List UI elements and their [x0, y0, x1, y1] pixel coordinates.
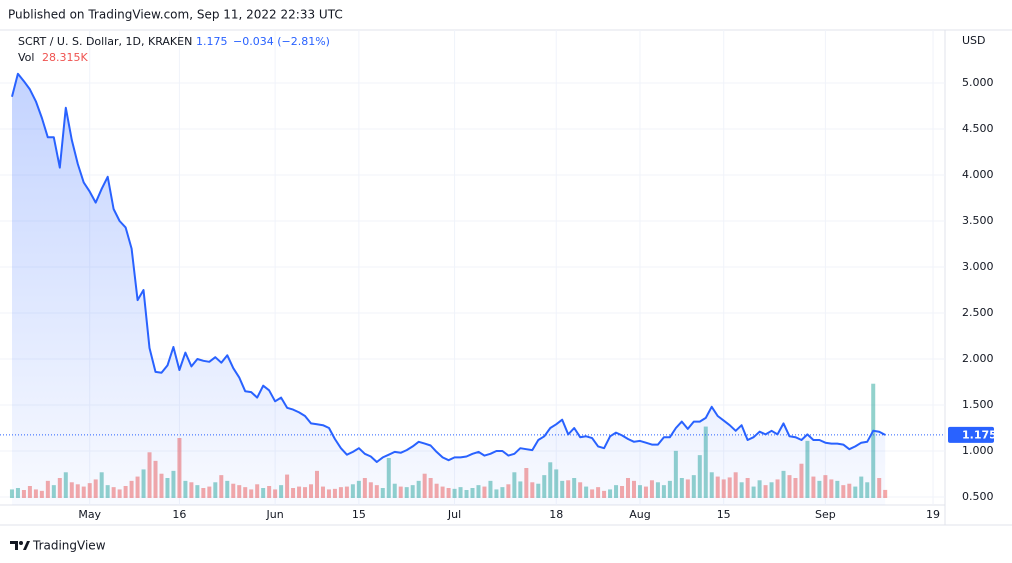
plot	[0, 30, 945, 506]
x-tick-label: May	[78, 508, 101, 521]
x-tick-label: Jul	[447, 508, 461, 521]
x-tick-label: 15	[352, 508, 366, 521]
last-price-label: 1.175	[962, 428, 997, 441]
y-tick-label: 0.500	[962, 490, 994, 503]
brand-name: TradingView	[32, 539, 106, 553]
x-tick-label: 16	[172, 508, 186, 521]
y-tick-label: 1.000	[962, 444, 994, 457]
legend-price: 1.175	[196, 35, 228, 48]
price-area	[12, 73, 886, 506]
x-tick-label: 19	[926, 508, 940, 521]
published-note: Published on TradingView.com, Sep 11, 20…	[8, 8, 343, 22]
volume-bar	[9, 489, 14, 498]
x-tick-label: Jun	[266, 508, 284, 521]
y-tick-label: 2.500	[962, 306, 994, 319]
vol-legend-value: 28.315K	[42, 51, 88, 64]
x-tick-label: 18	[549, 508, 563, 521]
vol-legend-label: Vol	[18, 51, 34, 64]
x-tick-label: Aug	[629, 508, 650, 521]
y-tick-label: 5.000	[962, 76, 994, 89]
y-tick-label: 3.500	[962, 214, 994, 227]
x-tick-label: Sep	[815, 508, 836, 521]
price-line	[11, 72, 886, 463]
brand-logo	[10, 541, 30, 550]
y-tick-label: 3.000	[962, 260, 994, 273]
x-tick-label: 15	[717, 508, 731, 521]
legend-change: −0.034 (−2.81%)	[233, 35, 330, 48]
legend-title: SCRT / U. S. Dollar, 1D, KRAKEN	[18, 35, 192, 48]
last-price-box	[948, 426, 994, 443]
y-tick-label: 2.000	[962, 352, 994, 365]
y-tick-label: 1.500	[962, 398, 994, 411]
y-tick-label: 4.500	[962, 122, 994, 135]
price-axis-unit: USD	[962, 34, 986, 47]
y-tick-label: 4.000	[962, 168, 994, 181]
